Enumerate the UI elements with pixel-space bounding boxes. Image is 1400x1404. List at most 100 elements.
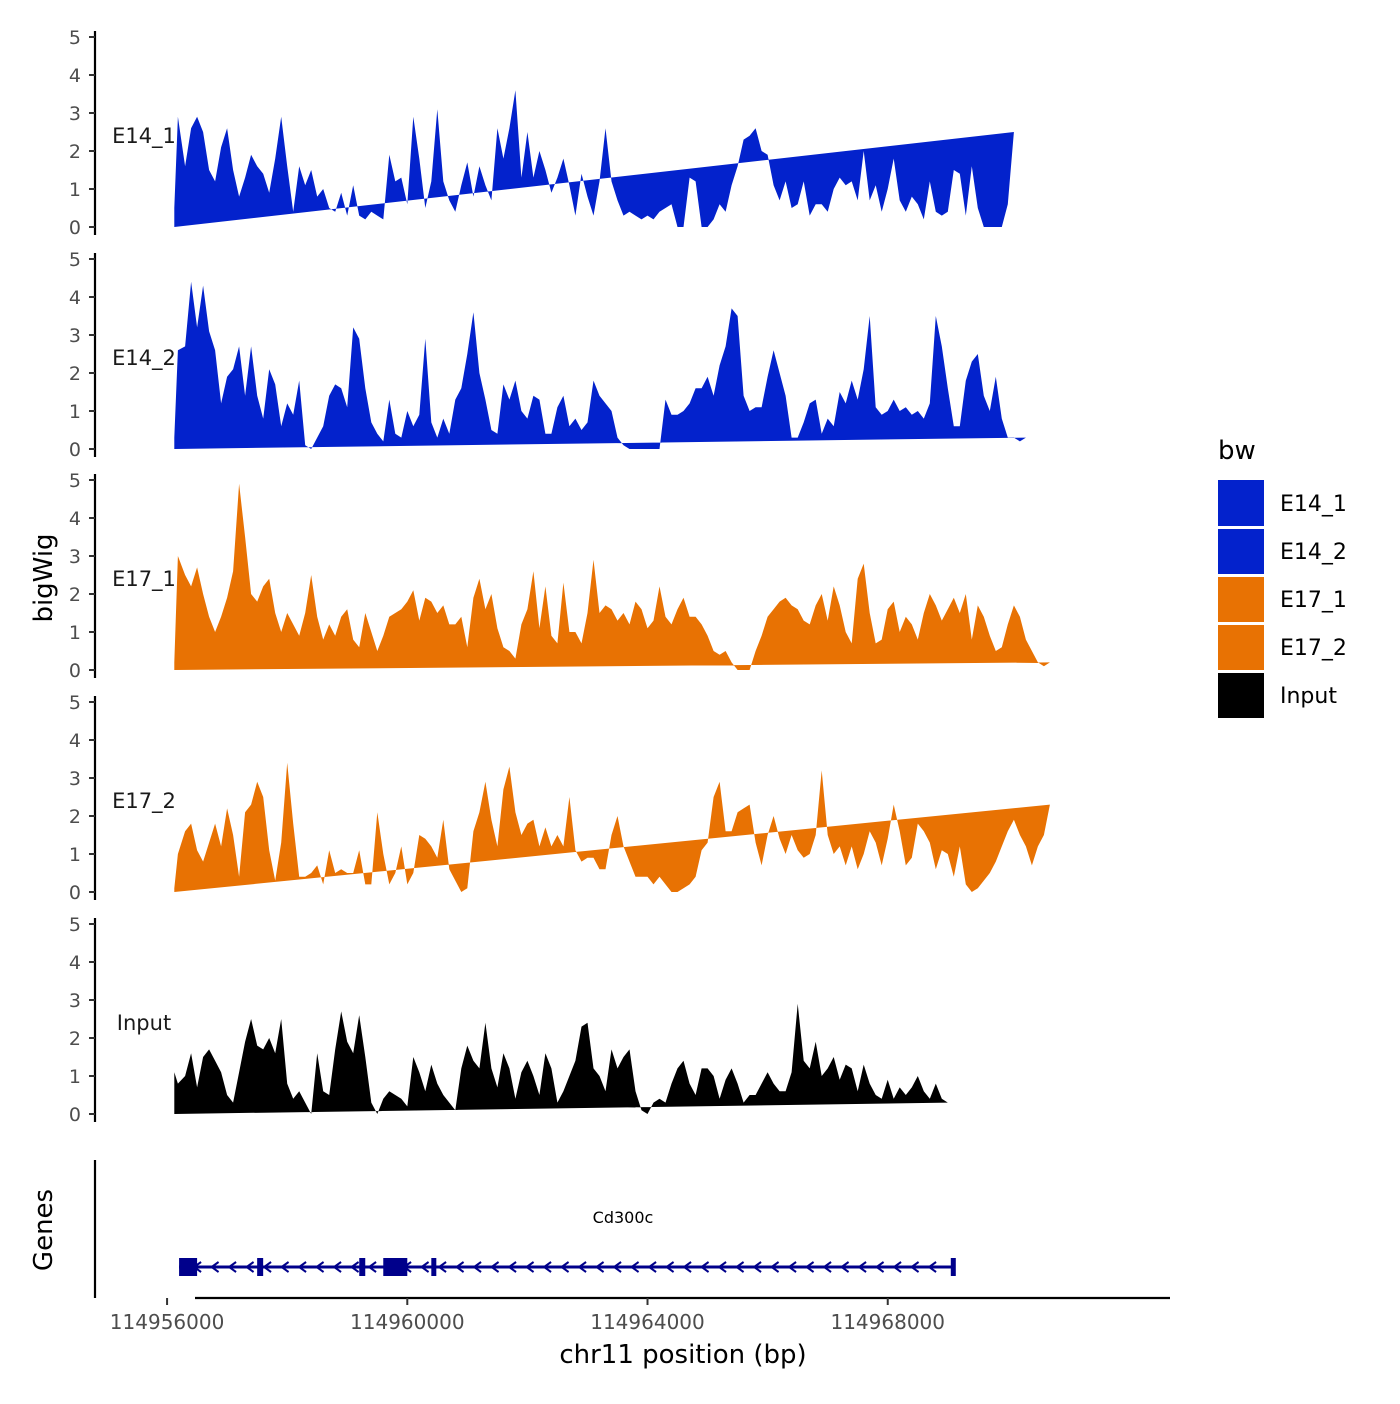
strand-arrow [594,1261,605,1273]
y-tick-label: 0 [69,217,81,239]
strand-arrow [419,1261,430,1273]
strand-arrow [559,1261,570,1273]
strand-arrow [437,1261,447,1273]
y-tick-label: 4 [69,952,81,974]
y-tick-label: 3 [69,103,81,125]
strand-arrow [892,1261,902,1273]
gene-exon [359,1258,366,1276]
strand-arrow [629,1261,640,1273]
x-tick-label: 114956000 [110,1310,225,1334]
track-label: E17_1 [112,567,176,592]
y-tick-label: 2 [69,584,81,606]
track-label: E14_1 [112,124,176,149]
y-tick-label: 0 [69,439,81,461]
y-tick-label: 2 [69,141,81,163]
track-area-E17_2 [174,762,1050,892]
y-tick-label: 5 [69,249,81,271]
gene-exon [257,1258,264,1276]
track-E17_2: 0 1 2 3 4 5 E17_2 [69,692,1050,904]
legend-title: bw [1218,436,1256,466]
legend-separator [1218,671,1264,673]
strand-arrow [769,1261,780,1273]
y-tick-label: 0 [69,882,81,904]
strand-arrow [717,1261,727,1273]
strand-arrow [874,1261,885,1273]
strand-arrow [734,1261,745,1273]
strand-arrow [822,1261,832,1273]
track-area-E14_1 [174,90,1014,227]
gene-exon [179,1258,198,1276]
y-tick-label: 3 [69,325,81,347]
track-label: E14_2 [112,346,176,371]
gene-exon [383,1258,408,1276]
strand-arrow [367,1261,377,1273]
strand-arrow [297,1261,307,1273]
y-tick-label: 4 [69,508,81,530]
track-E17_1: 0 1 2 3 4 5 E17_1 [69,470,1050,682]
strand-arrow [752,1261,762,1273]
y-tick-label: 3 [69,546,81,568]
legend-label-E14_1: E14_1 [1280,492,1347,517]
track-E14_2: 0 1 2 3 4 5 E14_2 [69,249,1026,461]
tracks-layer: 0 1 2 3 4 5 E14_1 0 1 2 3 4 5 E14_2 0 1 2 3 4 5 E17_1 0 1 2 3 4 5 E… [69,27,1050,1126]
strand-arrow [612,1261,622,1273]
track-label: Input [117,1011,171,1035]
track-area-Input [174,1003,948,1114]
y-tick-label: 5 [69,27,81,49]
y-axis-title: bigWig [29,533,59,622]
legend-swatch-E14_1 [1218,480,1264,526]
strand-arrow [227,1261,237,1273]
track-Input: 0 1 2 3 4 5 Input [69,914,948,1126]
strand-arrow [244,1261,255,1273]
strand-arrow [542,1261,552,1273]
strand-arrow [857,1261,867,1273]
track-area-E14_2 [174,281,1026,449]
strand-arrow [804,1261,815,1273]
y-tick-label: 2 [69,1028,81,1050]
y-tick-label: 5 [69,692,81,714]
y-tick-label: 0 [69,660,81,682]
y-tick-label: 1 [69,622,81,644]
legend-swatch-E17_1 [1218,576,1264,622]
strand-arrow [577,1261,587,1273]
track-area-E17_1 [174,483,1050,670]
strand-arrow [314,1261,325,1273]
legend-swatch-Input [1218,672,1264,718]
track-E14_1: 0 1 2 3 4 5 E14_1 [69,27,1014,239]
y-tick-label: 2 [69,806,81,828]
gene-exon [950,1258,956,1276]
strand-arrow [682,1261,692,1273]
strand-arrow [489,1261,500,1273]
strand-arrow [647,1261,657,1273]
legend-swatch-E17_2 [1218,624,1264,670]
strand-arrow [839,1261,850,1273]
legend-label-E14_2: E14_2 [1280,540,1347,565]
y-tick-label: 4 [69,730,81,752]
strand-arrow [454,1261,465,1273]
strand-arrow [262,1261,272,1273]
legend-swatch-E14_2 [1218,528,1264,574]
strand-arrow [332,1261,342,1273]
y-tick-label: 3 [69,990,81,1012]
strand-arrow [664,1261,675,1273]
y-tick-label: 1 [69,1066,81,1088]
y-tick-label: 5 [69,470,81,492]
legend-label-Input: Input [1280,684,1337,709]
strand-arrow [349,1261,360,1273]
y-tick-label: 5 [69,914,81,936]
legend-label-E17_1: E17_1 [1280,588,1347,613]
strand-arrow [909,1261,920,1273]
y-tick-label: 1 [69,844,81,866]
y-tick-label: 4 [69,287,81,309]
y-tick-label: 1 [69,179,81,201]
genes-panel: Cd300c [93,1160,956,1298]
legend-separator [1218,575,1264,577]
strand-arrow [927,1261,937,1273]
y-tick-label: 3 [69,768,81,790]
strand-arrow [472,1261,482,1273]
legend: bw E14_1 E14_2 E17_1 E17_2 Input [1218,436,1347,718]
y-tick-label: 1 [69,401,81,423]
x-tick-label: 114960000 [350,1310,465,1334]
y-tick-label: 2 [69,363,81,385]
